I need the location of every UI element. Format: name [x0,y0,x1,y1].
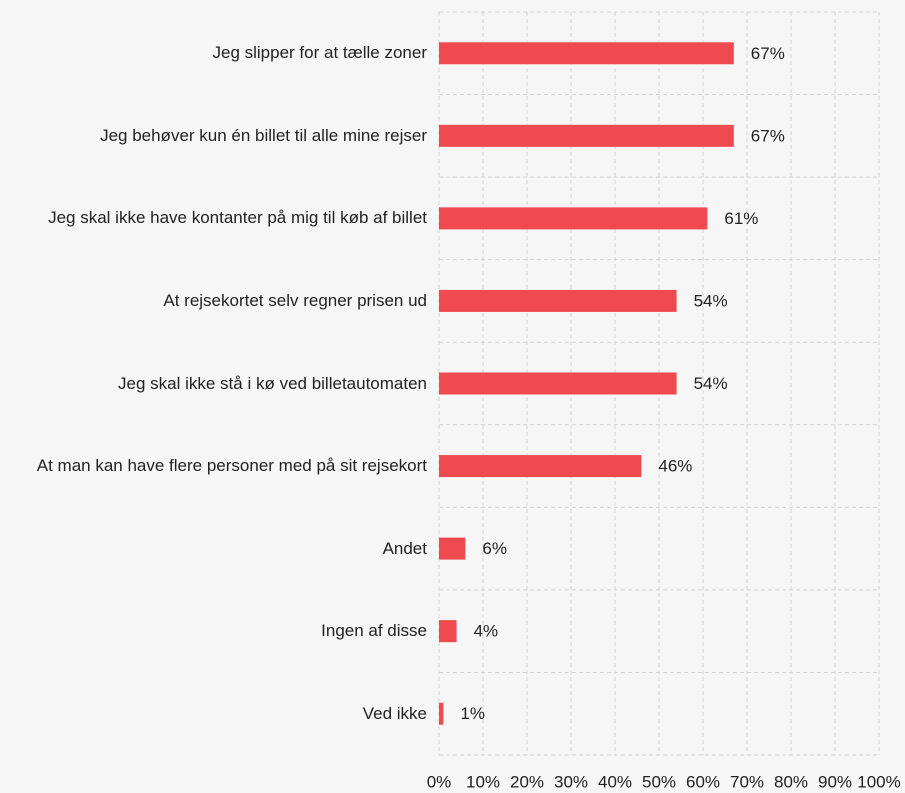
bar [439,620,457,643]
category-label: Ingen af disse [321,621,427,641]
data-label: 61% [724,209,758,228]
x-tick-label: 0% [427,772,452,791]
data-label: 1% [460,704,485,723]
x-tick-label: 40% [598,772,632,791]
data-label: 46% [658,457,692,476]
category-label: Jeg skal ikke have kontanter på mig til … [48,208,427,228]
category-label: Jeg slipper for at tælle zoner [212,43,428,63]
x-tick-label: 90% [818,772,852,791]
x-tick-label: 50% [642,772,676,791]
x-tick-label: 60% [686,772,720,791]
bar [439,702,444,725]
x-tick-label: 100% [857,772,900,791]
x-tick-label: 20% [510,772,544,791]
x-tick-label: 30% [554,772,588,791]
x-tick-label: 70% [730,772,764,791]
category-label: Ved ikke [362,703,427,723]
x-tick-label: 80% [774,772,808,791]
bar [439,372,677,395]
data-label: 4% [474,622,499,641]
category-label: At man kan have flere personer med på si… [36,456,427,476]
category-label: Andet [382,538,427,558]
data-label: 54% [694,291,728,310]
bar [439,42,734,65]
bar [439,455,642,478]
data-label: 6% [482,539,507,558]
data-label: 67% [751,126,785,145]
category-label: Jeg behøver kun én billet til alle mine … [100,125,427,145]
bar [439,537,466,560]
category-label: At rejsekortet selv regner prisen ud [163,290,427,310]
x-tick-label: 10% [466,772,500,791]
category-label: Jeg skal ikke stå i kø ved billetautomat… [118,373,427,393]
data-label: 67% [751,44,785,63]
bar [439,289,677,312]
data-label: 54% [694,374,728,393]
bar [439,124,734,147]
bar [439,207,708,230]
